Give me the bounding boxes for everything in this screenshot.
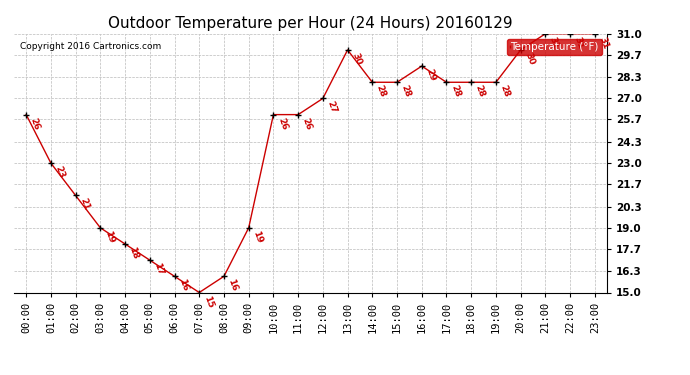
Text: 31: 31 — [573, 35, 585, 50]
Text: 27: 27 — [326, 100, 338, 115]
Text: 28: 28 — [449, 84, 462, 99]
Text: 30: 30 — [523, 51, 536, 66]
Text: 19: 19 — [251, 230, 264, 244]
Title: Outdoor Temperature per Hour (24 Hours) 20160129: Outdoor Temperature per Hour (24 Hours) … — [108, 16, 513, 31]
Text: 28: 28 — [375, 84, 388, 99]
Text: 19: 19 — [103, 230, 116, 244]
Text: 29: 29 — [424, 68, 437, 82]
Text: 31: 31 — [598, 35, 610, 50]
Text: 28: 28 — [400, 84, 412, 99]
Text: 21: 21 — [78, 197, 91, 212]
Text: 28: 28 — [474, 84, 486, 99]
Text: 23: 23 — [53, 165, 66, 180]
Text: 15: 15 — [201, 294, 215, 309]
Text: 26: 26 — [276, 116, 288, 131]
Text: 17: 17 — [152, 262, 165, 277]
Legend: Temperature (°F): Temperature (°F) — [507, 39, 602, 55]
Text: 28: 28 — [498, 84, 511, 99]
Text: 16: 16 — [177, 278, 190, 293]
Text: 18: 18 — [128, 246, 140, 260]
Text: Copyright 2016 Cartronics.com: Copyright 2016 Cartronics.com — [20, 42, 161, 51]
Text: 26: 26 — [29, 116, 41, 131]
Text: 16: 16 — [226, 278, 239, 293]
Text: 26: 26 — [301, 116, 313, 131]
Text: 31: 31 — [548, 35, 560, 50]
Text: 30: 30 — [350, 51, 363, 66]
